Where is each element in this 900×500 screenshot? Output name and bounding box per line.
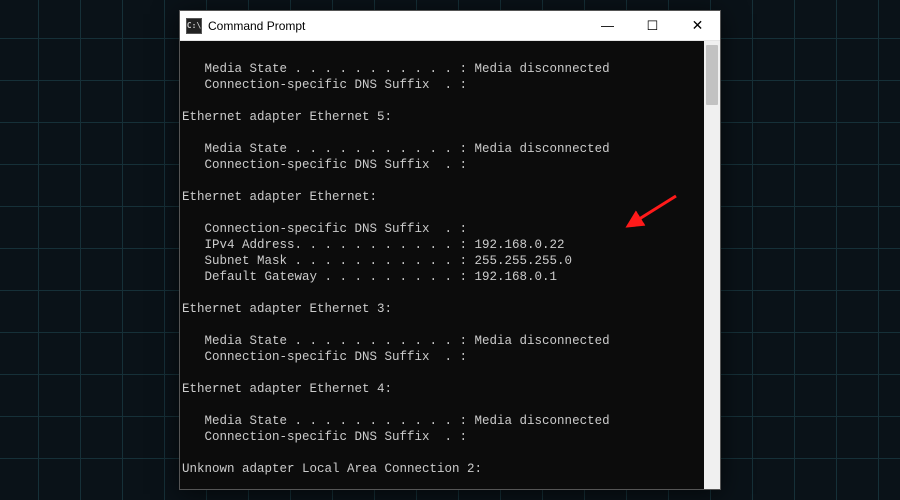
- terminal-line: Media State . . . . . . . . . . . : Medi…: [182, 141, 702, 157]
- terminal-line: [182, 93, 702, 109]
- window-controls: — ☐ ✕: [585, 11, 720, 40]
- command-prompt-window: C:\ Command Prompt — ☐ ✕ Media State . .…: [179, 10, 721, 490]
- terminal-line: Unknown adapter Local Area Connection 2:: [182, 461, 702, 477]
- terminal-line: Ethernet adapter Ethernet 3:: [182, 301, 702, 317]
- maximize-button[interactable]: ☐: [630, 11, 675, 40]
- terminal-line: Ethernet adapter Ethernet 4:: [182, 381, 702, 397]
- terminal-line: [182, 125, 702, 141]
- titlebar[interactable]: C:\ Command Prompt — ☐ ✕: [180, 11, 720, 41]
- terminal-line: Media State . . . . . . . . . . . : Medi…: [182, 413, 702, 429]
- terminal-line: Ethernet adapter Ethernet:: [182, 189, 702, 205]
- terminal-line: [182, 365, 702, 381]
- terminal-line: Connection-specific DNS Suffix . :: [182, 429, 702, 445]
- app-icon: C:\: [186, 18, 202, 34]
- terminal-line: Default Gateway . . . . . . . . . : 192.…: [182, 269, 702, 285]
- terminal-line: [182, 445, 702, 461]
- terminal-line: Connection-specific DNS Suffix . :: [182, 77, 702, 93]
- terminal-line: [182, 205, 702, 221]
- window-content: Media State . . . . . . . . . . . : Medi…: [180, 41, 720, 489]
- terminal-line: Connection-specific DNS Suffix . :: [182, 157, 702, 173]
- terminal-line: Ethernet adapter Ethernet 5:: [182, 109, 702, 125]
- terminal-line: [182, 397, 702, 413]
- terminal-line: [182, 285, 702, 301]
- terminal-line: IPv4 Address. . . . . . . . . . . : 192.…: [182, 237, 702, 253]
- scrollbar-thumb[interactable]: [706, 45, 718, 105]
- terminal-line: Media State . . . . . . . . . . . : Medi…: [182, 61, 702, 77]
- minimize-button[interactable]: —: [585, 11, 630, 40]
- terminal-line: Subnet Mask . . . . . . . . . . . : 255.…: [182, 253, 702, 269]
- terminal-line: Connection-specific DNS Suffix . :: [182, 349, 702, 365]
- terminal-line: Connection-specific DNS Suffix . :: [182, 221, 702, 237]
- close-button[interactable]: ✕: [675, 11, 720, 40]
- scrollbar-track[interactable]: [704, 41, 720, 489]
- terminal-line: [182, 45, 702, 61]
- terminal-line: Media State . . . . . . . . . . . : Medi…: [182, 333, 702, 349]
- terminal-line: [182, 173, 702, 189]
- terminal-line: [182, 477, 702, 489]
- window-title: Command Prompt: [208, 19, 585, 33]
- terminal-line: [182, 317, 702, 333]
- terminal-output[interactable]: Media State . . . . . . . . . . . : Medi…: [180, 41, 704, 489]
